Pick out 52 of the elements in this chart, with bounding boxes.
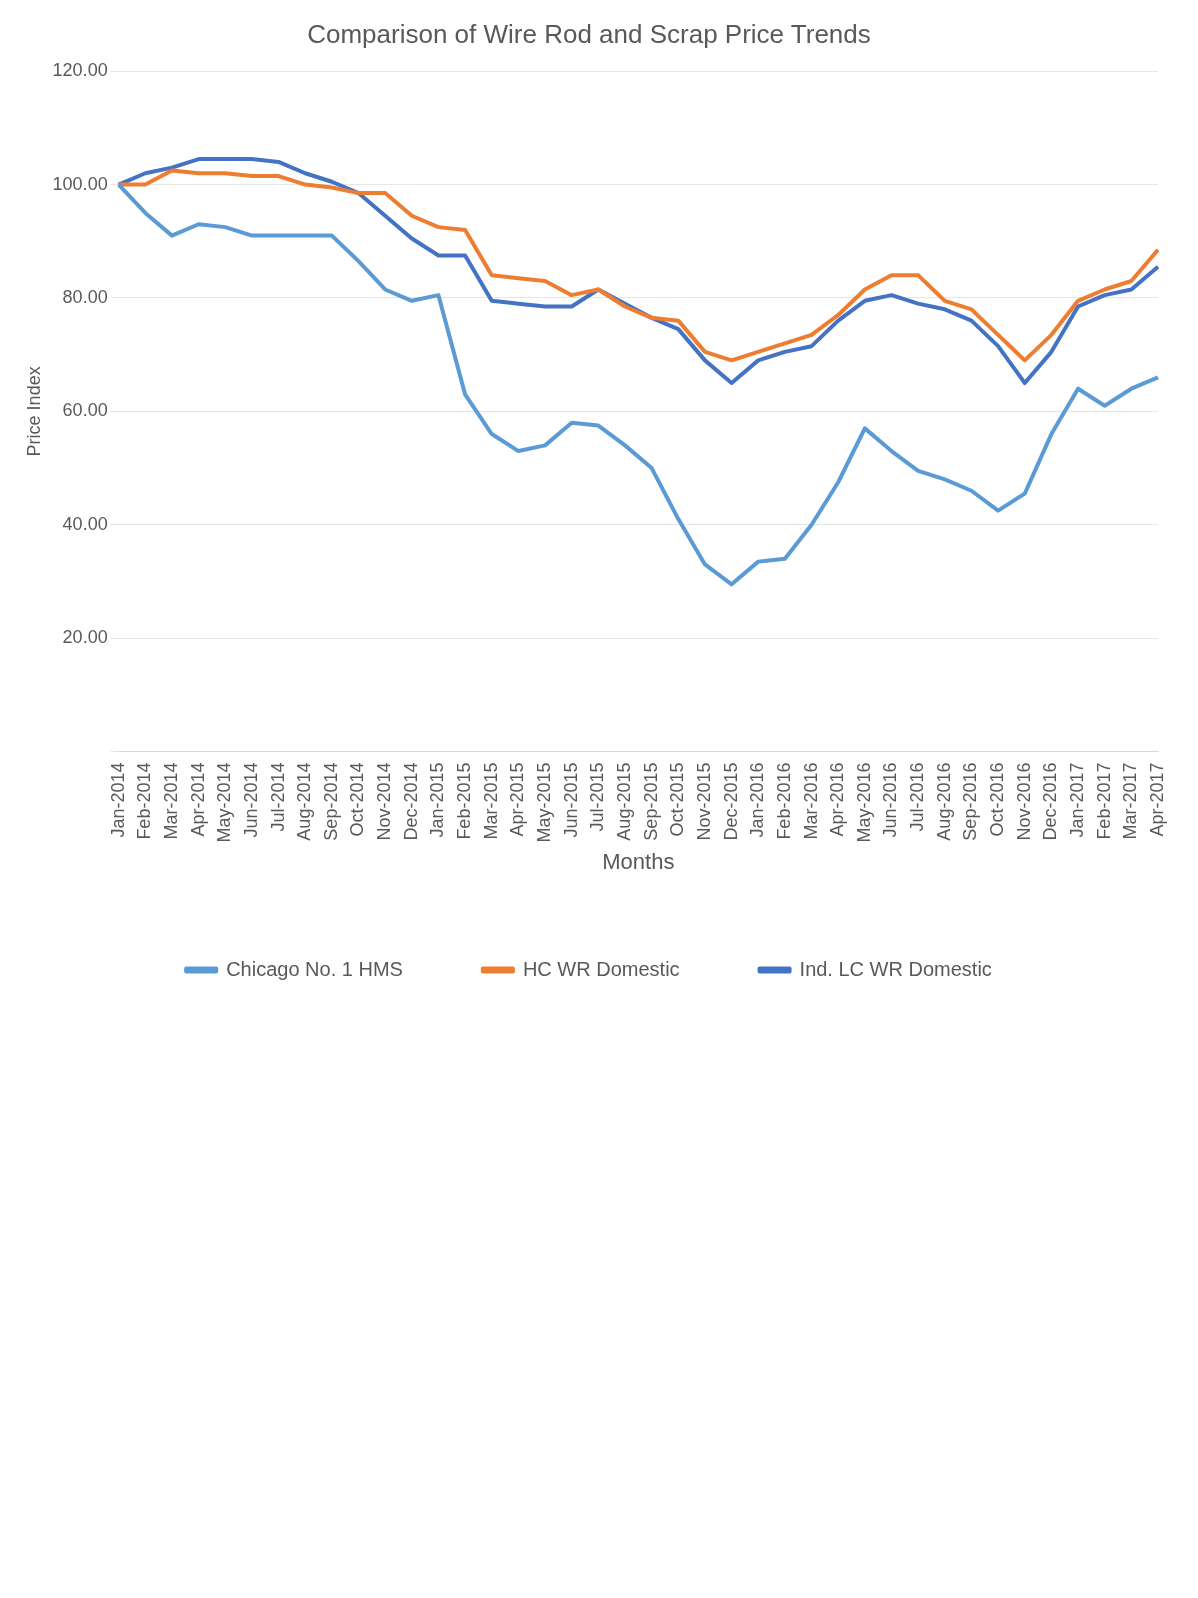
x-tick-label: Feb-2015 [454, 762, 475, 840]
x-tick-label: Sep-2014 [320, 762, 341, 841]
y-tick-label: 60.00 [62, 400, 108, 421]
x-tick-label: Jul-2015 [587, 762, 608, 832]
x-tick-label: Mar-2014 [160, 762, 181, 840]
x-tick-label: Oct-2016 [987, 762, 1008, 837]
y-axis-title: Price Index [23, 366, 44, 457]
y-tick-label: 80.00 [62, 286, 108, 307]
legend-label: Chicago No. 1 HMS [226, 957, 403, 980]
x-tick-label: Aug-2014 [294, 762, 315, 841]
x-tick-label: Apr-2016 [827, 762, 848, 837]
x-tick-label: Jan-2016 [747, 762, 768, 838]
x-tick-label: Mar-2016 [800, 762, 821, 840]
x-tick-label: Jun-2016 [880, 762, 901, 838]
x-tick-label: May-2014 [214, 762, 235, 843]
chart-title: Comparison of Wire Rod and Scrap Price Trends [307, 18, 871, 49]
x-tick-label: Nov-2016 [1013, 762, 1034, 841]
y-tick-label: 40.00 [62, 513, 108, 534]
x-tick-label: Dec-2016 [1040, 762, 1061, 841]
x-tick-label: Dec-2014 [400, 762, 421, 841]
x-tick-label: Nov-2015 [693, 762, 714, 841]
x-tick-label: Mar-2015 [480, 762, 501, 840]
x-tick-label: Jun-2015 [560, 762, 581, 838]
x-tick-label: Feb-2017 [1093, 762, 1114, 840]
legend-label: Ind. LC WR Domestic [799, 957, 992, 980]
x-tick-label: Dec-2015 [720, 762, 741, 841]
x-tick-label: Feb-2014 [134, 762, 155, 840]
x-axis-title: Months [602, 848, 675, 874]
y-tick-label: 120.00 [52, 60, 108, 81]
x-tick-label: Jun-2014 [240, 762, 261, 838]
x-tick-label: Aug-2015 [613, 762, 634, 841]
x-tick-label: Oct-2014 [347, 762, 368, 837]
y-tick-label: 20.00 [62, 627, 108, 648]
x-tick-label: Apr-2017 [1146, 762, 1167, 837]
x-tick-label: Sep-2015 [640, 762, 661, 841]
x-tick-label: Aug-2016 [933, 762, 954, 841]
x-tick-label: Mar-2017 [1120, 762, 1141, 840]
x-tick-label: Jul-2014 [267, 762, 288, 832]
x-tick-label: Oct-2015 [667, 762, 688, 837]
x-tick-label: Apr-2014 [187, 762, 208, 837]
x-tick-label: Nov-2014 [374, 762, 395, 841]
x-tick-label: May-2016 [853, 762, 874, 843]
x-tick-label: Jan-2014 [107, 762, 128, 838]
x-tick-label: Jan-2015 [427, 762, 448, 838]
x-tick-label: Jan-2017 [1067, 762, 1088, 838]
y-tick-label: 100.00 [52, 173, 108, 194]
x-tick-label: May-2015 [534, 762, 555, 843]
x-tick-label: Jul-2016 [907, 762, 928, 832]
x-tick-label: Sep-2016 [960, 762, 981, 841]
x-tick-label: Apr-2015 [507, 762, 528, 837]
x-tick-label: Feb-2016 [773, 762, 794, 840]
legend-label: HC WR Domestic [522, 957, 680, 980]
